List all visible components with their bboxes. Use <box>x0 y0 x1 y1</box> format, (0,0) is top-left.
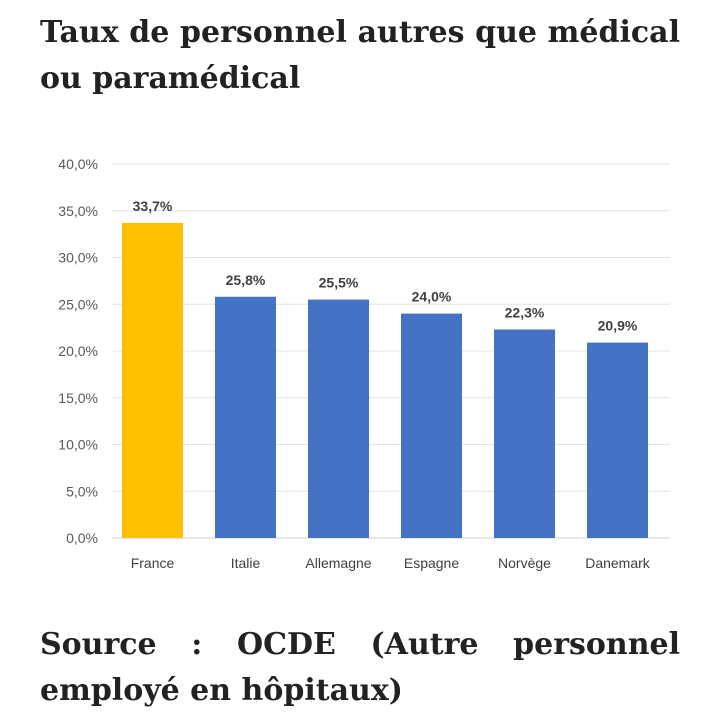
y-tick-label: 0,0% <box>66 530 98 546</box>
y-tick-label: 10,0% <box>58 437 98 453</box>
bar <box>308 299 369 538</box>
chart-title: Taux de personnel autres que médical ou … <box>40 15 680 96</box>
x-tick-label: Allemagne <box>305 555 371 571</box>
bar <box>494 329 555 538</box>
data-label: 22,3% <box>505 304 545 320</box>
x-tick-label: Espagne <box>404 555 459 571</box>
y-tick-label: 40,0% <box>58 156 98 172</box>
y-tick-label: 30,0% <box>58 250 98 266</box>
x-tick-label: Norvège <box>498 555 551 571</box>
source-note: Source : OCDE (Autre personnel employé e… <box>40 627 680 708</box>
x-tick-label: Danemark <box>585 555 651 571</box>
y-tick-label: 5,0% <box>66 483 98 499</box>
data-label: 24,0% <box>412 289 452 305</box>
y-tick-label: 15,0% <box>58 390 98 406</box>
bar-chart: 0,0% 5,0% 10,0% 15,0% 20,0% 25,0% 30,0% 35,0% 40… <box>40 150 680 580</box>
y-tick-label: 25,0% <box>58 296 98 312</box>
data-label: 33,7% <box>133 198 173 214</box>
y-tick-label: 20,0% <box>58 343 98 359</box>
x-tick-label: France <box>131 555 175 571</box>
bar <box>215 296 276 538</box>
chart-svg: 0,0% 5,0% 10,0% 15,0% 20,0% 25,0% 30,0% 35,0% 40… <box>40 150 680 580</box>
y-tick-label: 35,0% <box>58 203 98 219</box>
bar <box>401 313 462 538</box>
bar <box>122 222 183 538</box>
data-label: 25,5% <box>319 275 359 291</box>
data-label: 20,9% <box>598 318 638 334</box>
bar <box>587 342 648 538</box>
data-label: 25,8% <box>226 272 266 288</box>
x-tick-label: Italie <box>231 555 261 571</box>
